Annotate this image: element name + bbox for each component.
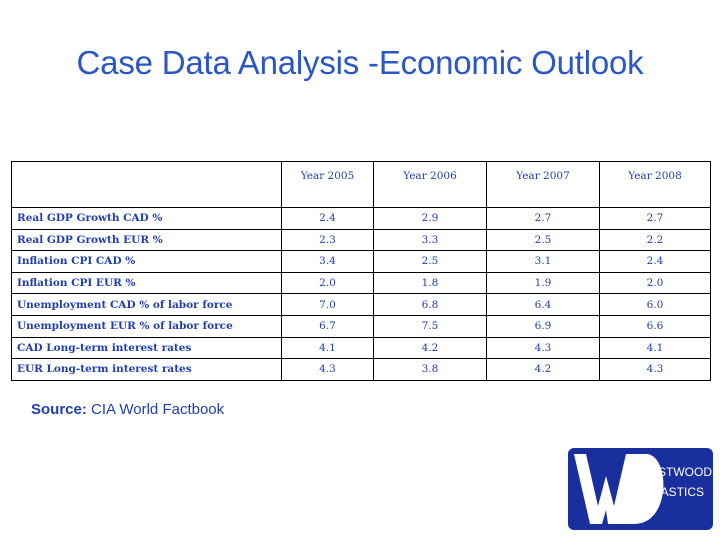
value-cell: 4.2 <box>486 358 600 381</box>
value-cell: 7.0 <box>281 293 374 316</box>
table-row: Real GDP Growth EUR % 2.3 3.3 2.5 2.2 <box>11 228 711 252</box>
value-cell: 2.0 <box>281 271 374 295</box>
table-body: Real GDP Growth CAD % 2.4 2.9 2.7 2.7 Real GD… <box>11 207 711 381</box>
value-cell: 3.8 <box>373 358 487 381</box>
table-row: EUR Long-term interest rates 4.3 3.8 4.2 4.3 <box>11 358 711 381</box>
value-cell: 7.5 <box>373 314 487 338</box>
logo-text-line2: LASTICS <box>654 485 704 499</box>
table-row: Unemployment EUR % of labor force 6.7 7.5 6… <box>11 314 711 338</box>
source-text: CIA World Factbook <box>91 401 225 418</box>
header-year-2007: Year 2007 <box>486 161 600 208</box>
value-cell: 4.1 <box>281 336 374 360</box>
header-year-2005: Year 2005 <box>281 161 374 208</box>
row-label: Unemployment EUR % of labor force <box>11 314 282 338</box>
row-label: Unemployment CAD % of labor force <box>11 293 282 316</box>
logo-text-line1: ESTWOOD <box>650 465 712 479</box>
row-label: Real GDP Growth EUR % <box>11 228 282 252</box>
table-row: CAD Long-term interest rates 4.1 4.2 4.3 4.1 <box>11 336 711 360</box>
value-cell: 4.1 <box>599 336 711 360</box>
value-cell: 2.7 <box>599 207 711 230</box>
value-cell: 2.3 <box>281 228 374 252</box>
value-cell: 1.8 <box>373 271 487 295</box>
value-cell: 2.4 <box>599 250 711 273</box>
header-cell-empty <box>11 161 282 208</box>
value-cell: 4.3 <box>486 336 600 360</box>
table-row: Unemployment CAD % of labor force 7.0 6.8 6… <box>11 293 711 316</box>
value-cell: 4.3 <box>599 358 711 381</box>
source-note: Source: CIA World Factbook <box>31 401 224 418</box>
row-label: Inflation CPI EUR % <box>11 271 282 295</box>
row-label: CAD Long-term interest rates <box>11 336 282 360</box>
value-cell: 6.8 <box>373 293 487 316</box>
table-row: Real GDP Growth CAD % 2.4 2.9 2.7 2.7 <box>11 207 711 230</box>
value-cell: 2.0 <box>599 271 711 295</box>
value-cell: 4.3 <box>281 358 374 381</box>
value-cell: 6.0 <box>599 293 711 316</box>
row-label: Inflation CPI CAD % <box>11 250 282 273</box>
value-cell: 1.9 <box>486 271 600 295</box>
value-cell: 6.9 <box>486 314 600 338</box>
table-row: Inflation CPI CAD % 3.4 2.5 3.1 2.4 <box>11 250 711 273</box>
value-cell: 2.4 <box>281 207 374 230</box>
value-cell: 3.4 <box>281 250 374 273</box>
value-cell: 2.5 <box>486 228 600 252</box>
value-cell: 6.4 <box>486 293 600 316</box>
row-label: EUR Long-term interest rates <box>11 358 282 381</box>
value-cell: 2.7 <box>486 207 600 230</box>
value-cell: 6.7 <box>281 314 374 338</box>
table-row: Inflation CPI EUR % 2.0 1.8 1.9 2.0 <box>11 271 711 295</box>
value-cell: 4.2 <box>373 336 487 360</box>
header-year-2008: Year 2008 <box>599 161 711 208</box>
value-cell: 3.1 <box>486 250 600 273</box>
value-cell: 2.9 <box>373 207 487 230</box>
slide-title: Case Data Analysis -Economic Outlook <box>76 44 644 81</box>
source-label: Source: <box>31 401 87 418</box>
value-cell: 2.2 <box>599 228 711 252</box>
value-cell: 6.6 <box>599 314 711 338</box>
table-header-row: Year 2005 Year 2006 Year 2007 Year 2008 <box>11 161 711 208</box>
header-year-2006: Year 2006 <box>373 161 487 208</box>
value-cell: 3.3 <box>373 228 487 252</box>
westwood-plastics-logo: ESTWOOD LASTICS <box>568 448 713 530</box>
row-label: Real GDP Growth CAD % <box>11 207 282 230</box>
value-cell: 2.5 <box>373 250 487 273</box>
logo-d-mark <box>616 454 664 524</box>
economic-outlook-table: Year 2005 Year 2006 Year 2007 Year 2008 … <box>11 161 711 381</box>
